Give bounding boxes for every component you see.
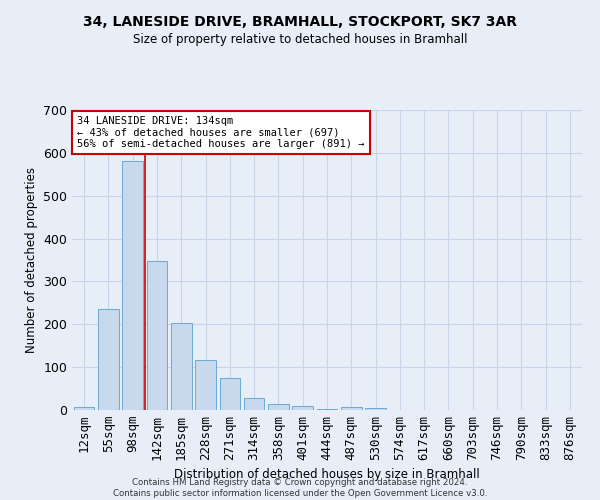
Text: 34, LANESIDE DRIVE, BRAMHALL, STOCKPORT, SK7 3AR: 34, LANESIDE DRIVE, BRAMHALL, STOCKPORT,…: [83, 15, 517, 29]
Bar: [220, 378, 240, 410]
X-axis label: Distribution of detached houses by size in Bramhall: Distribution of detached houses by size …: [174, 468, 480, 481]
Bar: [98, 310, 119, 410]
Bar: [341, 408, 362, 410]
Bar: [171, 324, 191, 410]
Bar: [195, 360, 216, 410]
Bar: [244, 398, 265, 410]
Bar: [122, 162, 143, 410]
Bar: [146, 261, 167, 410]
Bar: [317, 408, 337, 410]
Text: Contains HM Land Registry data © Crown copyright and database right 2024.
Contai: Contains HM Land Registry data © Crown c…: [113, 478, 487, 498]
Y-axis label: Number of detached properties: Number of detached properties: [25, 167, 38, 353]
Bar: [292, 406, 313, 410]
Text: 34 LANESIDE DRIVE: 134sqm
← 43% of detached houses are smaller (697)
56% of semi: 34 LANESIDE DRIVE: 134sqm ← 43% of detac…: [77, 116, 365, 149]
Bar: [268, 404, 289, 410]
Text: Size of property relative to detached houses in Bramhall: Size of property relative to detached ho…: [133, 32, 467, 46]
Bar: [74, 407, 94, 410]
Bar: [365, 408, 386, 410]
